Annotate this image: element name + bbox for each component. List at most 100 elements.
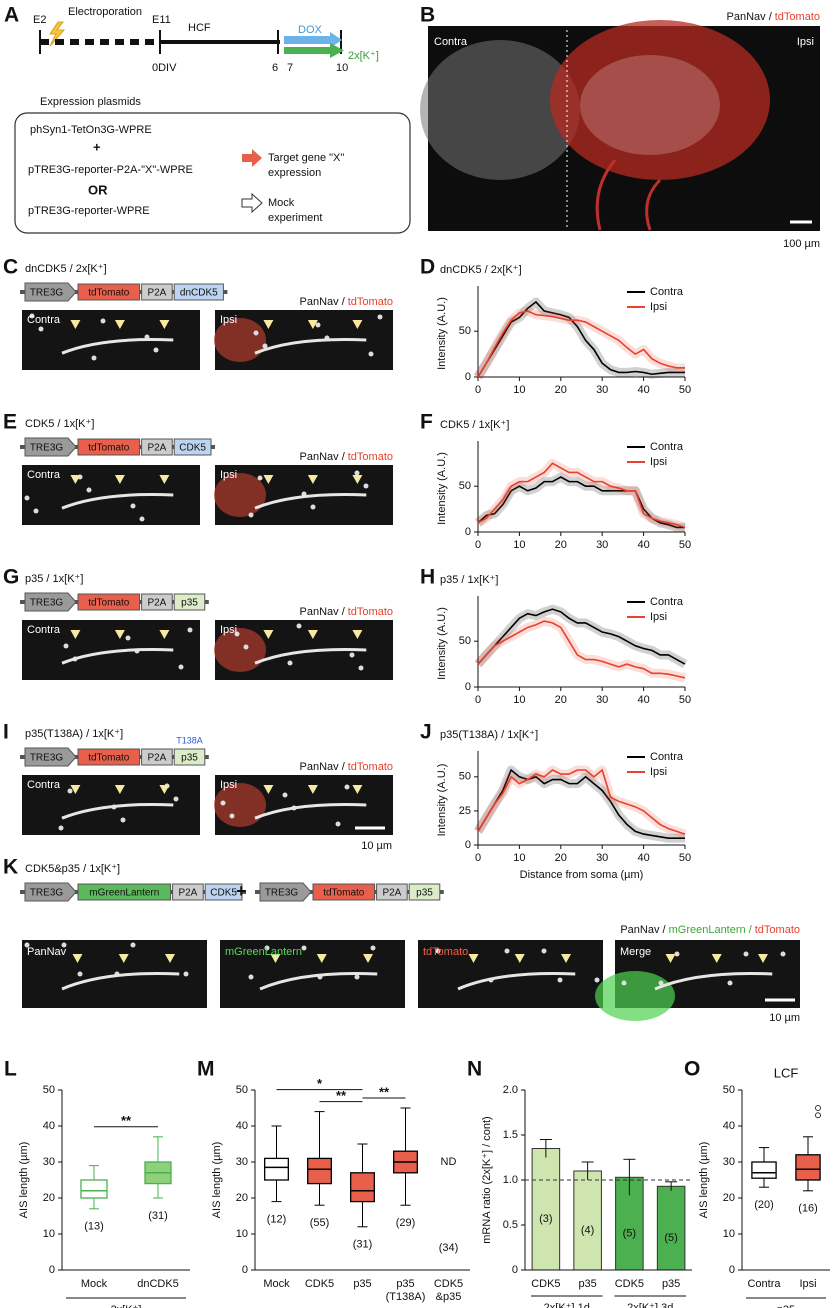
y-tick-label: 50	[236, 1084, 248, 1096]
x-tick-label: 10	[513, 539, 525, 551]
cell-body	[214, 473, 266, 517]
cell-body	[214, 318, 266, 362]
construct-label: CDK5	[179, 443, 206, 454]
stain: PanNav /	[300, 451, 346, 463]
panel-label: D	[420, 256, 435, 279]
stain: tdTomato	[775, 11, 820, 23]
y-tick-label: 10	[723, 1228, 735, 1240]
tissue	[420, 40, 580, 180]
x-tick-label: 0	[475, 539, 481, 551]
x-tick-label: Mock	[81, 1278, 108, 1290]
y-tick-label: 50	[459, 635, 471, 647]
axon	[61, 338, 174, 355]
construct-part	[173, 748, 206, 766]
image-label: Ipsi	[220, 624, 237, 636]
arrowhead	[72, 954, 83, 963]
construct-part	[259, 882, 312, 902]
timeline-label: DOX	[298, 24, 323, 36]
construct-label: P2A	[147, 598, 166, 609]
plasmid-text: OR	[88, 182, 108, 197]
plasmid-text: experiment	[268, 212, 322, 224]
chart-title: p35 / 1x[K⁺]	[440, 574, 498, 586]
plasmid-text: +	[93, 139, 101, 154]
sig-label: **	[336, 1088, 347, 1103]
image-label: tdTomato	[423, 946, 468, 958]
panel-label: L	[4, 1058, 17, 1081]
arrowhead	[70, 475, 81, 484]
bar	[656, 1185, 686, 1271]
image-label: Contra	[27, 779, 61, 791]
series-line	[477, 620, 686, 679]
stain: tdTomato	[348, 451, 393, 463]
puncta	[257, 475, 263, 481]
puncta	[91, 355, 97, 361]
flier	[815, 1105, 821, 1111]
puncta	[557, 977, 563, 983]
x-tick-label: 20	[555, 852, 567, 864]
arrowhead	[758, 954, 768, 963]
puncta	[100, 318, 106, 324]
plasmids-heading: Expression plasmids	[40, 96, 141, 108]
legend-label: Ipsi	[650, 456, 667, 468]
puncta	[153, 347, 159, 353]
puncta	[248, 512, 254, 518]
series-line	[477, 768, 686, 835]
stain-label: PanNav / tdTomato	[300, 296, 394, 308]
note: ND	[441, 1156, 457, 1168]
series-line	[477, 768, 685, 839]
stain: PanNav /	[300, 606, 346, 618]
panel-title: p35 / 1x[K⁺]	[25, 573, 83, 585]
puncta	[658, 980, 664, 986]
bar	[531, 1148, 561, 1271]
image-label: PanNav	[27, 946, 67, 958]
y-tick-label: 0	[512, 1264, 518, 1276]
puncta	[435, 948, 441, 954]
construct-label: TRE3G	[265, 888, 299, 899]
construct-label: tdTomato	[323, 888, 365, 899]
puncta	[178, 664, 184, 670]
n-label: (55)	[310, 1217, 330, 1229]
puncta	[262, 343, 268, 349]
x-tick-label: p35	[396, 1278, 414, 1290]
n-label: (3)	[539, 1213, 552, 1225]
x-tick-label: 40	[637, 384, 649, 396]
y-tick-label: 50	[459, 480, 471, 492]
group-label: 2x[K⁺]	[111, 1304, 142, 1308]
chart-title: LCF	[774, 1065, 799, 1080]
plasmid-box	[14, 112, 411, 234]
lightning-icon	[49, 21, 66, 47]
panel-label: B	[420, 4, 435, 27]
x-tick-label: 40	[637, 694, 649, 706]
puncta	[370, 945, 376, 951]
timeline-label: 2x[K⁺]	[348, 50, 379, 62]
puncta	[780, 951, 786, 957]
stain: tdTomato	[348, 606, 393, 618]
legend-label: Contra	[650, 751, 684, 763]
plasmid-text: Mock	[268, 197, 295, 209]
puncta	[282, 792, 288, 798]
puncta	[120, 817, 126, 823]
arrowhead	[70, 785, 81, 794]
chart-title: dnCDK5 / 2x[K⁺]	[440, 264, 522, 276]
x-tick-label: 50	[679, 694, 691, 706]
x-tick-label: dnCDK5	[137, 1278, 179, 1290]
y-tick-label: 40	[236, 1120, 248, 1132]
axon	[457, 971, 576, 991]
stain: tdTomato	[755, 924, 800, 936]
y-axis-label: AIS length (µm)	[211, 1142, 223, 1219]
panel-title: CDK5&p35 / 1x[K⁺]	[25, 863, 120, 875]
arrowhead	[711, 954, 722, 963]
panel-title: CDK5 / 1x[K⁺]	[25, 418, 94, 430]
sig-label: *	[317, 1076, 323, 1091]
puncta	[541, 948, 547, 954]
puncta	[38, 326, 44, 332]
puncta	[368, 351, 374, 357]
scale-label: 10 µm	[361, 840, 392, 852]
y-tick-label: 1.5	[503, 1129, 518, 1141]
puncta	[29, 313, 35, 319]
y-tick-label: 50	[459, 325, 471, 337]
tissue	[550, 20, 770, 180]
box	[80, 1179, 108, 1199]
sig-label: **	[379, 1084, 390, 1099]
